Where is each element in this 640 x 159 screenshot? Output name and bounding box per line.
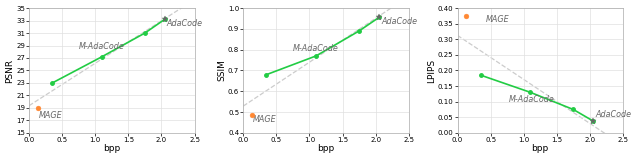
Y-axis label: LPIPS: LPIPS: [427, 58, 436, 83]
Text: MAGE: MAGE: [485, 15, 509, 24]
Text: MAGE: MAGE: [39, 111, 63, 120]
Text: M-AdaCode: M-AdaCode: [293, 44, 339, 53]
X-axis label: bpp: bpp: [532, 144, 549, 153]
Text: AdaCode: AdaCode: [381, 17, 417, 26]
Text: M-AdaCode: M-AdaCode: [79, 42, 125, 51]
Text: AdaCode: AdaCode: [595, 110, 631, 119]
X-axis label: bpp: bpp: [103, 144, 120, 153]
Text: M-AdaCode: M-AdaCode: [509, 95, 555, 104]
Text: AdaCode: AdaCode: [167, 19, 203, 28]
Text: MAGE: MAGE: [253, 115, 277, 124]
Y-axis label: SSIM: SSIM: [218, 59, 227, 81]
Y-axis label: PSNR: PSNR: [6, 58, 15, 83]
X-axis label: bpp: bpp: [317, 144, 335, 153]
